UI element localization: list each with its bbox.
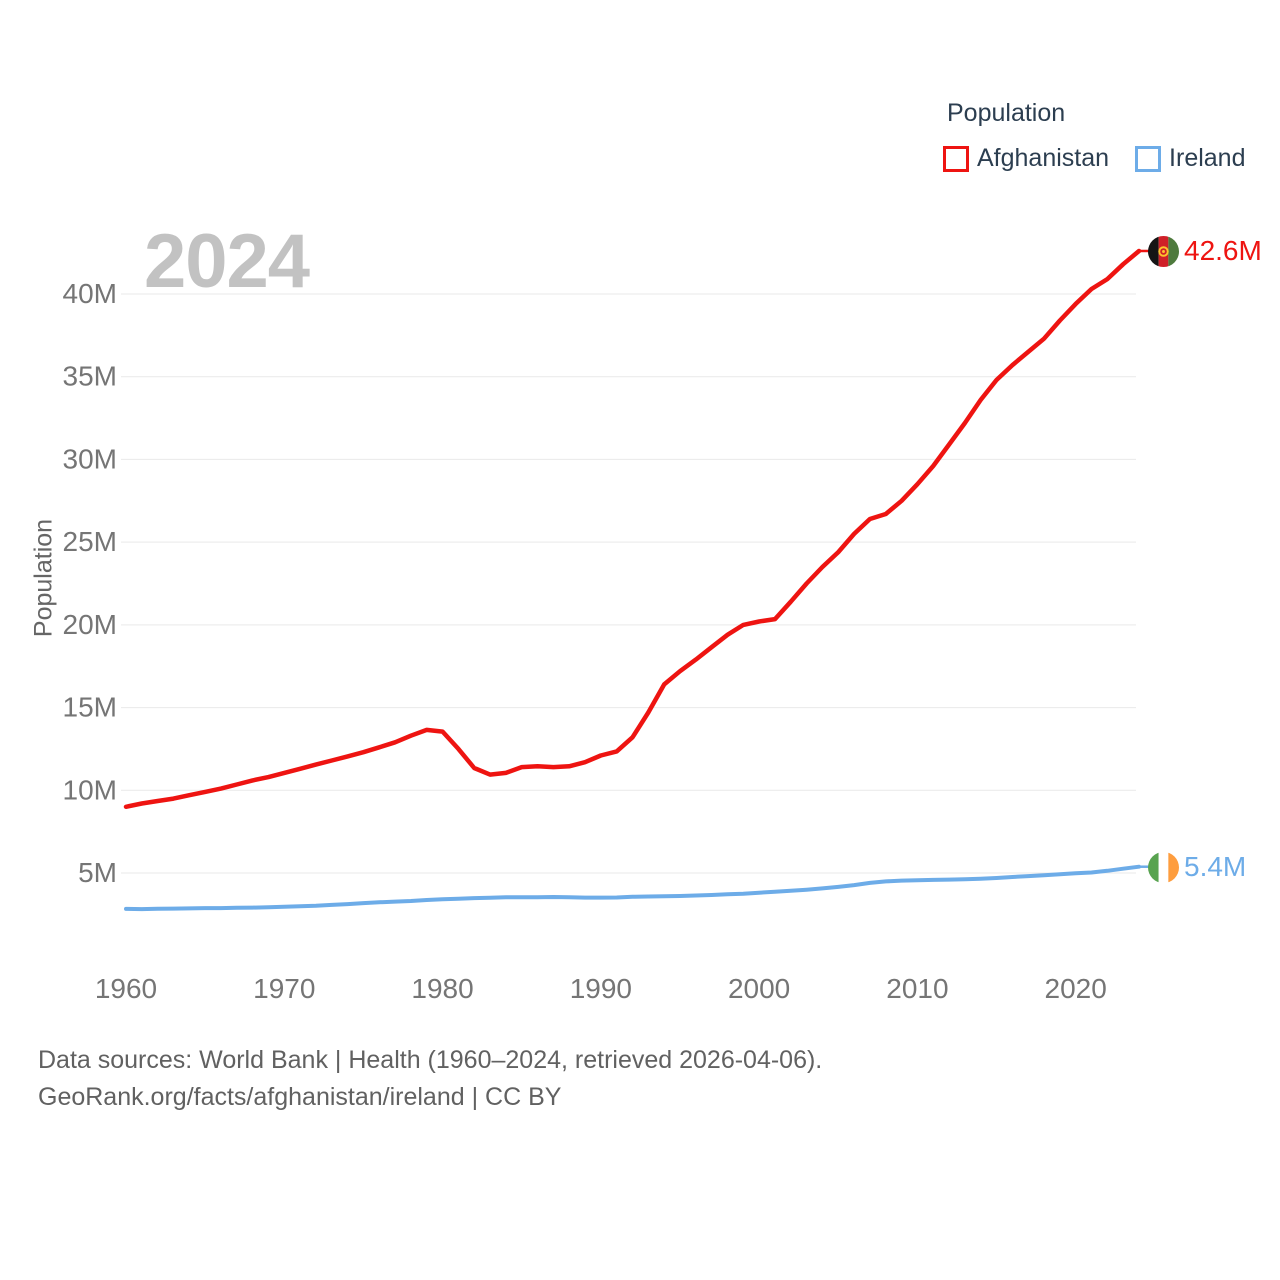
afghanistan-end-marker: 42.6M [1148,235,1262,267]
y-tick-20M: 20M [63,609,117,640]
y-tick-30M: 30M [63,443,117,474]
afghanistan-flag-icon [1148,235,1179,267]
legend: Population Afghanistan Ireland [943,99,1246,173]
x-tick-2010: 2010 [886,973,948,1004]
legend-item-afghanistan[interactable]: Afghanistan [943,144,1109,173]
year-watermark: 2024 [144,219,310,304]
x-tick-1970: 1970 [253,973,315,1004]
x-tick-2020: 2020 [1045,973,1107,1004]
ireland-flag-icon [1148,851,1179,883]
legend-title: Population [947,99,1066,127]
y-tick-25M: 25M [63,526,117,557]
legend-label-afghanistan: Afghanistan [977,144,1110,172]
x-tick-2000: 2000 [728,973,790,1004]
afghanistan-line[interactable] [123,248,1142,810]
legend-label-ireland: Ireland [1169,144,1246,172]
footer: Data sources: World Bank | Health (1960–… [38,1042,822,1116]
x-tick-1960: 1960 [95,973,157,1004]
ireland-end-marker: 5.4M [1148,851,1246,883]
footer-attribution: GeoRank.org/facts/afghanistan/ireland | … [38,1083,562,1111]
afghanistan-series-swatch [943,145,969,172]
footer-data-sources: Data sources: World Bank | Health (1960–… [38,1046,823,1074]
ireland-end-value: 5.4M [1184,851,1247,883]
y-tick-35M: 35M [63,361,117,392]
y-tick-40M: 40M [63,278,117,309]
legend-items: Afghanistan Ireland [943,144,1246,173]
y-tick-15M: 15M [63,692,117,723]
x-tick-1980: 1980 [411,973,473,1004]
ireland-series-swatch [1135,145,1162,172]
ireland-line[interactable] [124,864,1141,912]
x-tick-1990: 1990 [570,973,632,1004]
afghanistan-end-value: 42.6M [1184,235,1262,267]
y-tick-5M: 5M [78,857,117,888]
legend-item-ireland[interactable]: Ireland [1135,144,1246,173]
y-tick-10M: 10M [63,774,117,805]
